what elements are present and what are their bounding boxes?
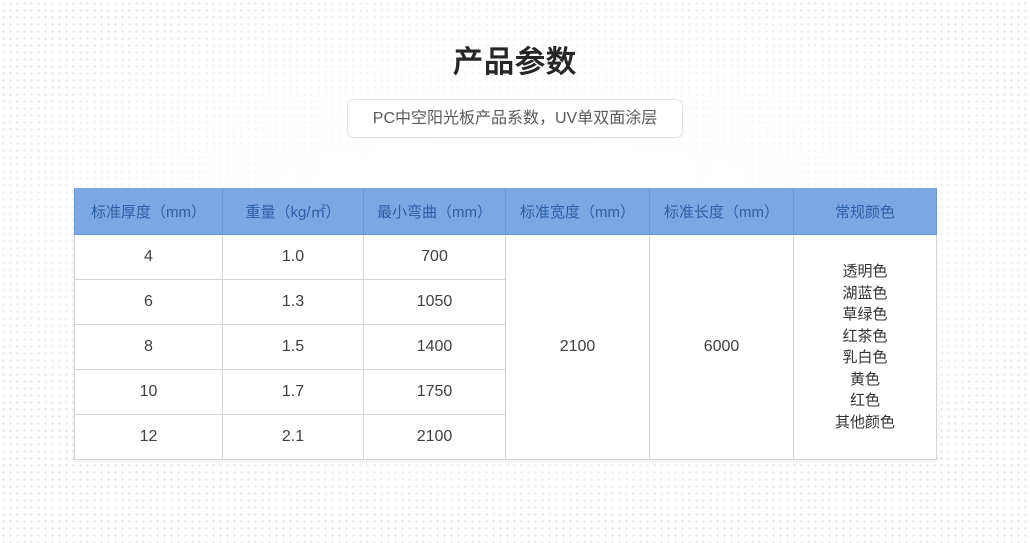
color-option: 黄色 (849, 370, 880, 388)
cell-standard-length: 6000 (649, 234, 794, 460)
color-option: 透明色 (842, 263, 888, 280)
product-parameters-table: 标准厚度（mm） 重量（kg/㎡） 最小弯曲（mm） 标准宽度（mm） 标准长度… (74, 188, 937, 460)
cell-weight: 2.1 (222, 414, 364, 460)
color-option: 草绿色 (842, 306, 888, 323)
cell-min-bend: 700 (363, 234, 506, 280)
cell-thickness: 4 (74, 234, 223, 280)
color-option: 红茶色 (842, 327, 888, 345)
cell-min-bend: 1400 (363, 324, 506, 370)
cell-weight: 1.7 (222, 369, 364, 415)
header-colors: 常规颜色 (793, 188, 937, 235)
cell-weight: 1.0 (222, 234, 364, 280)
header-min-bend: 最小弯曲（mm） (363, 188, 506, 235)
color-option: 其他颜色 (834, 413, 895, 431)
header-thickness: 标准厚度（mm） (74, 188, 223, 235)
content-area: 产品参数 PC中空阳光板产品系数，UV单双面涂层 标准厚度（mm） 重量（kg/… (0, 44, 1030, 460)
cell-thickness: 8 (74, 324, 223, 370)
header-std-width: 标准宽度（mm） (505, 188, 650, 235)
cell-min-bend: 1050 (363, 279, 506, 325)
color-option: 乳白色 (842, 349, 888, 366)
cell-min-bend: 1750 (363, 369, 506, 415)
header-weight: 重量（kg/㎡） (222, 188, 364, 235)
cell-thickness: 12 (74, 414, 223, 460)
page-title: 产品参数 (453, 46, 577, 79)
header-std-length: 标准长度（mm） (649, 188, 794, 235)
table-header-row: 标准厚度（mm） 重量（kg/㎡） 最小弯曲（mm） 标准宽度（mm） 标准长度… (74, 188, 937, 235)
cell-weight: 1.5 (222, 324, 364, 370)
product-series-subtitle: PC中空阳光板产品系数，UV单双面涂层 (346, 99, 684, 138)
color-option: 红色 (849, 392, 880, 409)
table-row: 4 1.0 700 2100 6000 透明色 湖蓝色 草绿色 红茶色 乳白色 … (74, 234, 937, 460)
cell-min-bend: 2100 (363, 414, 506, 460)
cell-weight: 1.3 (222, 279, 364, 325)
cell-thickness: 10 (74, 369, 223, 415)
cell-thickness: 6 (74, 279, 223, 325)
cell-colors: 透明色 湖蓝色 草绿色 红茶色 乳白色 黄色 红色 其他颜色 (793, 234, 937, 460)
cell-standard-width: 2100 (505, 234, 650, 460)
color-option: 湖蓝色 (842, 284, 888, 302)
subtitle-container: PC中空阳光板产品系数，UV单双面涂层 (0, 99, 1030, 138)
